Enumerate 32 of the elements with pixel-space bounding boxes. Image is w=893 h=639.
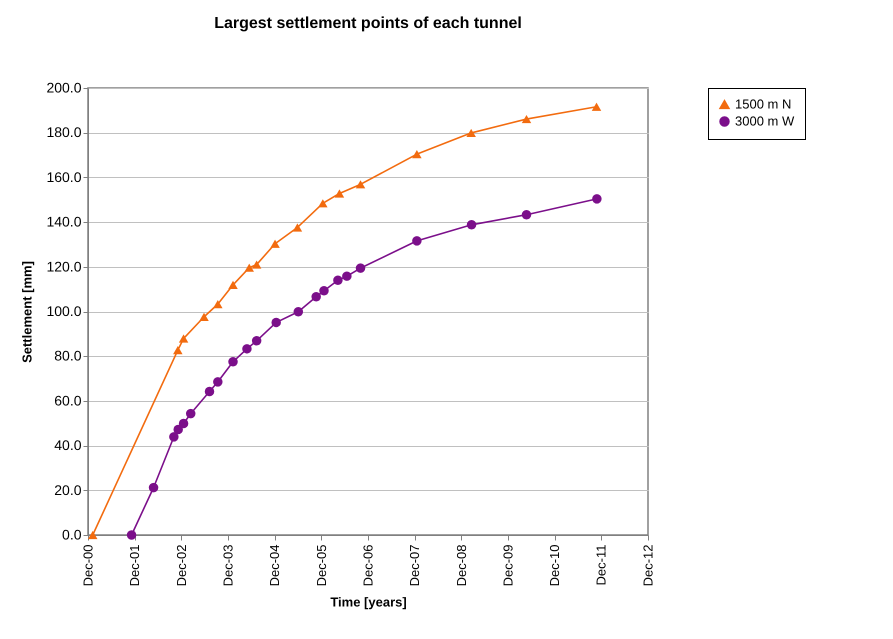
legend-label: 3000 m W [735,114,795,128]
x-tick-label: Dec-08 [454,544,469,586]
y-tick-label: 60.0 [54,392,82,408]
point [252,336,262,346]
y-axis-title: Settlement [mm] [19,261,34,363]
chart-title: Largest settlement points of each tunnel [214,15,522,32]
x-tick-label: Dec-01 [127,544,142,586]
y-tick-label: 100.0 [46,303,82,319]
y-tick-label: 200.0 [46,80,82,96]
y-tick-label: 20.0 [54,482,82,498]
x-tick-label: Dec-00 [80,544,96,586]
x-tick-label: Dec-02 [174,544,189,586]
y-tick-label: 160.0 [46,168,82,185]
y-tick-label: 80.0 [54,348,82,364]
x-tick-label: Dec-03 [220,544,236,586]
x-tick-label: Dec-04 [267,544,282,586]
x-tick-label: Dec-10 [547,544,562,586]
y-tick-label: 0.0 [62,526,82,542]
x-tick-label: Dec-11 [594,544,609,586]
point [294,306,304,316]
x-tick-label: Dec-09 [500,544,516,586]
point [522,210,532,220]
legend-label: 1500 m N [735,96,792,112]
x-tick-label: Dec-12 [640,544,656,586]
x-axis-title: Time [years] [330,594,407,610]
y-tick-label: 40.0 [54,437,82,454]
x-tick-label: Dec-05 [314,544,329,586]
x-tick-label: Dec-07 [407,544,422,586]
y-tick-label: 120.0 [46,258,82,274]
y-tick-label: 140.0 [46,214,82,230]
x-tick-label: Dec-06 [360,544,376,586]
y-tick-label: 180.0 [46,124,82,140]
